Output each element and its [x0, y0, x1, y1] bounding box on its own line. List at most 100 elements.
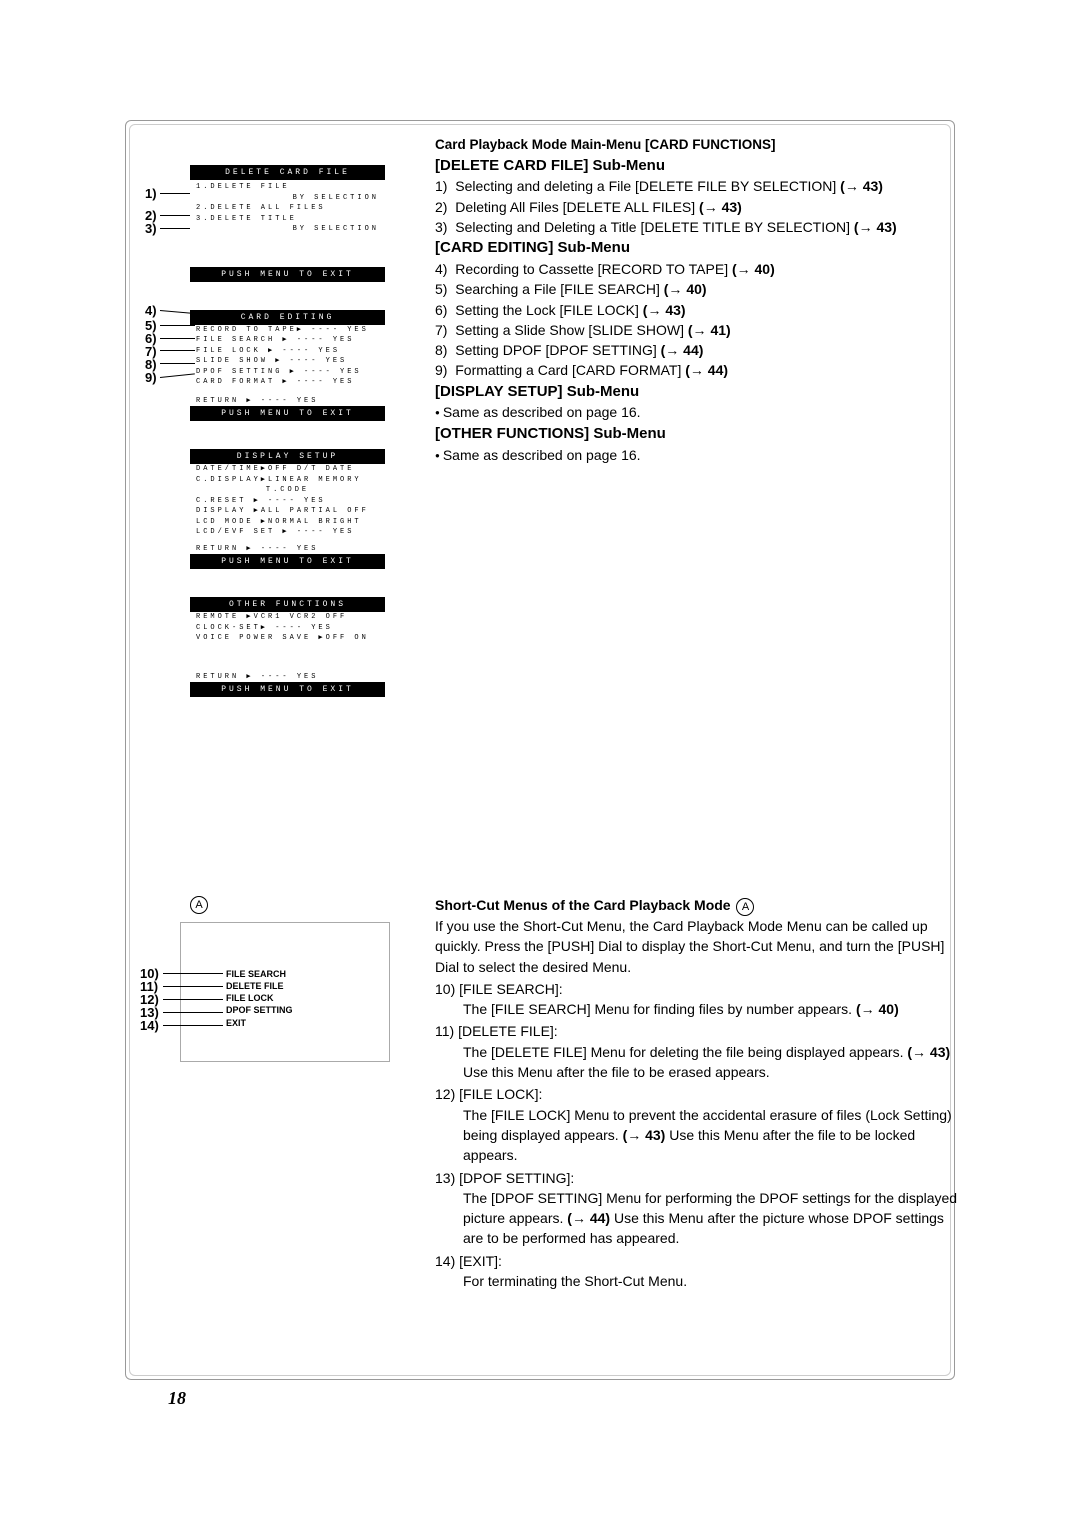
lcd-title: CARD EDITING — [190, 310, 385, 325]
lcd-display-setup: DISPLAY SETUP DATE/TIME▶OFF D/T DATE C.D… — [190, 449, 385, 569]
page-number: 18 — [168, 1388, 186, 1409]
ref-line — [163, 1025, 223, 1026]
list-item: 7) Setting a Slide Show [SLIDE SHOW] (→ … — [435, 320, 955, 340]
list-item: 4) Recording to Cassette [RECORD TO TAPE… — [435, 259, 955, 279]
lcd-card-editing: CARD EDITING RECORD TO TAPE▶ ---- YES FI… — [190, 310, 385, 422]
item-num: 9) — [435, 362, 447, 378]
list-item: 6) Setting the Lock [FILE LOCK] (→ 43) — [435, 300, 955, 320]
item-num: 7) — [435, 322, 447, 338]
list-item: 2) Deleting All Files [DELETE ALL FILES]… — [435, 197, 955, 217]
shortcut-item-11: 11) [DELETE FILE]: — [435, 1021, 965, 1041]
left-column: DELETE CARD FILE 1.DELETE FILE BY SELECT… — [145, 135, 420, 697]
lcd-title: OTHER FUNCTIONS — [190, 597, 385, 612]
page-ref: (→ 43) — [907, 1044, 950, 1060]
item-num: 4) — [435, 261, 447, 277]
item-num: 1) — [435, 178, 447, 194]
submenu-4-note: Same as described on page 16. — [435, 445, 955, 465]
lcd-body: RECORD TO TAPE▶ ---- YES FILE SEARCH ▶ -… — [190, 325, 385, 407]
lcd-line: CLOCK-SET▶ ---- YES — [196, 623, 379, 634]
list-item: 1) Selecting and deleting a File [DELETE… — [435, 176, 955, 196]
lcd-line: BY SELECTION — [196, 224, 379, 235]
desc-post: Use this Menu after the file to be erase… — [463, 1064, 770, 1080]
lcd-line: T.CODE — [196, 485, 379, 496]
item-label: Formatting a Card [CARD FORMAT] — [455, 362, 681, 378]
ref-line — [160, 228, 190, 229]
ref-line — [163, 1012, 223, 1013]
ref-line — [160, 350, 195, 351]
shortcut-item: DPOF SETTING — [226, 1004, 389, 1016]
list-item: 5) Searching a File [FILE SEARCH] (→ 40) — [435, 279, 955, 299]
submenu-title-2: [CARD EDITING] Sub-Menu — [435, 237, 955, 259]
shortcut-item: EXIT — [226, 1017, 389, 1029]
shortcut-desc: The [FILE SEARCH] Menu for finding files… — [435, 999, 965, 1019]
lcd-line: C.RESET ▶ ---- YES — [196, 496, 379, 507]
lcd-line: 3.DELETE TITLE — [196, 214, 379, 225]
submenu-title-3: [DISPLAY SETUP] Sub-Menu — [435, 381, 955, 403]
ref-4: 4) — [145, 303, 157, 318]
lcd-title: DISPLAY SETUP — [190, 449, 385, 464]
lcd-delete-card-file: DELETE CARD FILE 1.DELETE FILE BY SELECT… — [190, 165, 385, 282]
item-name: [FILE LOCK]: — [459, 1086, 542, 1102]
ref-1: 1) — [145, 186, 157, 201]
lcd-line: FILE SEARCH ▶ ---- YES — [196, 335, 379, 346]
right-column: Card Playback Mode Main-Menu [CARD FUNCT… — [435, 135, 955, 465]
lcd-line: C.DISPLAY▶LINEAR MEMORY — [196, 475, 379, 486]
page-ref: (→ 43) — [643, 302, 686, 318]
ref-line — [163, 973, 223, 974]
lcd-line: RETURN ▶ ---- YES — [196, 396, 379, 407]
item-num: 11) — [435, 1023, 454, 1039]
item-name: [FILE SEARCH]: — [459, 981, 562, 997]
item-num: 3) — [435, 219, 447, 235]
lcd-body: DATE/TIME▶OFF D/T DATE C.DISPLAY▶LINEAR … — [190, 464, 385, 554]
desc-text: For terminating the Short-Cut Menu. — [463, 1273, 687, 1289]
page-ref: (→ 43) — [699, 199, 742, 215]
lcd-line: SLIDE SHOW ▶ ---- YES — [196, 356, 379, 367]
lcd-line: VOICE POWER SAVE ▶OFF ON — [196, 633, 379, 644]
marker-a-container: A — [190, 895, 420, 914]
item-name: [DPOF SETTING]: — [459, 1170, 574, 1186]
item-num: 8) — [435, 342, 447, 358]
item-label: Selecting and deleting a File [DELETE FI… — [455, 178, 836, 194]
ref-14: 14) — [140, 1018, 159, 1033]
lcd-line: 1.DELETE FILE — [196, 182, 379, 193]
desc-text: The [FILE SEARCH] Menu for finding files… — [463, 1001, 852, 1017]
shortcut-desc: The [DPOF SETTING] Menu for performing t… — [435, 1188, 965, 1249]
shortcut-menu-box: FILE SEARCH DELETE FILE FILE LOCK DPOF S… — [180, 922, 390, 1062]
lcd-footer: PUSH MENU TO EXIT — [190, 682, 385, 697]
item-label: Searching a File [FILE SEARCH] — [455, 281, 660, 297]
page-ref: (→ 43) — [854, 219, 897, 235]
submenu-title-1: [DELETE CARD FILE] Sub-Menu — [435, 155, 955, 177]
list-item: 9) Formatting a Card [CARD FORMAT] (→ 44… — [435, 360, 955, 380]
lcd-line: DPOF SETTING ▶ ---- YES — [196, 367, 379, 378]
lcd-body: REMOTE ▶VCR1 VCR2 OFF CLOCK-SET▶ ---- YE… — [190, 612, 385, 682]
shortcut-desc: For terminating the Short-Cut Menu. — [435, 1271, 965, 1291]
item-name: [EXIT]: — [459, 1253, 502, 1269]
desc-text: The [DELETE FILE] Menu for deleting the … — [463, 1044, 903, 1060]
lcd-footer: PUSH MENU TO EXIT — [190, 554, 385, 569]
item-num: 14) — [435, 1253, 455, 1269]
ref-line — [160, 215, 190, 216]
lcd-footer: PUSH MENU TO EXIT — [190, 406, 385, 421]
page-ref: (→ 40) — [856, 1001, 899, 1017]
lcd-line: REMOTE ▶VCR1 VCR2 OFF — [196, 612, 379, 623]
shortcut-item: FILE LOCK — [226, 992, 389, 1004]
item-label: Setting DPOF [DPOF SETTING] — [455, 342, 656, 358]
page-ref: (→ 40) — [732, 261, 775, 277]
ref-line — [160, 193, 190, 194]
page-ref: (→ 40) — [664, 281, 707, 297]
item-label: Selecting and Deleting a Title [DELETE T… — [455, 219, 850, 235]
shortcut-title-line: Short-Cut Menus of the Card Playback Mod… — [435, 895, 965, 916]
shortcut-item-13: 13) [DPOF SETTING]: — [435, 1168, 965, 1188]
item-num: 12) — [435, 1086, 455, 1102]
item-name: [DELETE FILE]: — [458, 1023, 558, 1039]
shortcut-left: A FILE SEARCH DELETE FILE FILE LOCK DPOF… — [145, 895, 420, 1062]
list-item: 8) Setting DPOF [DPOF SETTING] (→ 44) — [435, 340, 955, 360]
page-ref: (→ 44) — [661, 342, 704, 358]
lcd-title: DELETE CARD FILE — [190, 165, 385, 180]
main-menu-title: Card Playback Mode Main-Menu [CARD FUNCT… — [435, 135, 955, 155]
lcd-line: FILE LOCK ▶ ---- YES — [196, 346, 379, 357]
page-ref: (→ 43) — [623, 1127, 666, 1143]
submenu-2-list: 4) Recording to Cassette [RECORD TO TAPE… — [435, 259, 955, 381]
ref-line — [160, 338, 195, 339]
item-label: Recording to Cassette [RECORD TO TAPE] — [455, 261, 728, 277]
